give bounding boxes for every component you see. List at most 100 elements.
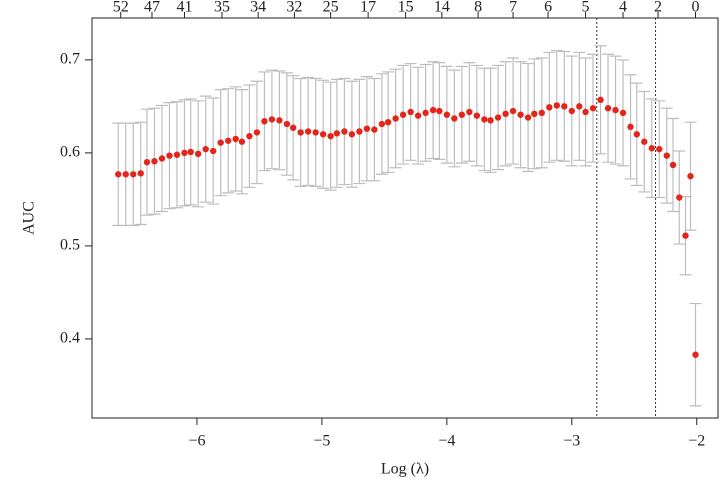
point — [348, 131, 356, 138]
top-tick-label: 4 — [619, 0, 627, 16]
point — [656, 145, 663, 153]
point — [692, 351, 699, 358]
point — [589, 105, 597, 112]
point — [676, 194, 683, 201]
point — [531, 110, 538, 118]
top-tick-label: 35 — [214, 0, 230, 16]
point — [181, 149, 188, 157]
point — [327, 132, 334, 140]
point — [166, 152, 173, 159]
point — [289, 124, 297, 131]
point — [509, 107, 517, 115]
point — [682, 232, 689, 239]
point — [341, 128, 348, 135]
top-tick-label: 15 — [398, 0, 414, 16]
point — [576, 103, 583, 110]
point — [371, 126, 378, 133]
point — [458, 111, 466, 118]
point — [356, 128, 363, 135]
point — [597, 96, 604, 104]
point — [297, 129, 304, 136]
top-tick-label: 41 — [176, 0, 192, 16]
point — [568, 107, 576, 115]
point — [115, 171, 122, 178]
point — [187, 148, 194, 156]
point — [122, 171, 129, 178]
point — [130, 171, 137, 178]
point — [612, 106, 619, 114]
point — [238, 138, 246, 145]
point — [561, 103, 568, 110]
point — [481, 116, 488, 123]
y-axis-label: AUC — [21, 201, 38, 235]
point — [546, 104, 553, 111]
point — [392, 115, 399, 122]
top-tick-label: 14 — [434, 0, 450, 16]
point — [553, 102, 561, 109]
top-tick-label: 52 — [113, 0, 129, 16]
point — [143, 158, 151, 166]
point — [524, 114, 532, 121]
y-tick-label: 0.4 — [60, 330, 80, 347]
point — [473, 112, 481, 119]
point — [487, 117, 494, 124]
point — [232, 135, 239, 143]
x-tick-label: −6 — [188, 433, 205, 450]
y-tick-label: 0.5 — [60, 237, 80, 254]
point — [246, 132, 253, 140]
point — [304, 128, 312, 135]
point — [312, 129, 319, 136]
top-tick-label: 6 — [544, 0, 552, 16]
point — [443, 111, 451, 118]
top-tick-label: 47 — [144, 0, 160, 16]
point — [319, 131, 327, 138]
point — [466, 108, 473, 116]
point — [407, 108, 414, 116]
point — [173, 151, 181, 158]
point — [641, 138, 648, 145]
point — [253, 129, 261, 136]
x-tick-label: −3 — [563, 433, 580, 450]
y-tick-label: 0.7 — [60, 51, 80, 68]
point — [502, 110, 509, 118]
point — [517, 111, 524, 118]
point — [276, 117, 283, 124]
point — [436, 107, 443, 115]
point — [429, 106, 437, 114]
top-tick-label: 5 — [582, 0, 590, 16]
top-tick-label: 17 — [360, 0, 376, 16]
point — [687, 172, 694, 180]
point — [261, 118, 268, 125]
top-tick-label: 8 — [474, 0, 482, 16]
x-tick-label: −2 — [688, 433, 705, 450]
point — [363, 125, 371, 132]
x-tick-label: −5 — [313, 433, 330, 450]
point — [414, 112, 422, 119]
x-axis-label: Log (λ) — [381, 461, 429, 478]
point — [663, 152, 670, 159]
point — [268, 116, 276, 123]
top-tick-label: 25 — [323, 0, 339, 16]
point — [333, 130, 341, 137]
point — [202, 145, 209, 153]
point — [378, 120, 386, 128]
top-tick-label: 7 — [509, 0, 517, 16]
point — [422, 109, 429, 117]
point — [283, 120, 291, 128]
plot-frame — [91, 17, 719, 419]
point — [217, 139, 224, 146]
top-tick-label: 34 — [250, 0, 266, 16]
point — [451, 115, 458, 122]
point — [633, 131, 640, 138]
point — [582, 108, 589, 116]
point — [399, 111, 407, 118]
point — [151, 158, 158, 165]
point — [195, 150, 202, 158]
top-tick-label: 32 — [286, 0, 302, 16]
point — [627, 123, 634, 131]
y-tick-label: 0.6 — [60, 144, 80, 161]
top-tick-label: 0 — [692, 0, 700, 16]
point — [538, 109, 546, 117]
point — [604, 105, 612, 112]
